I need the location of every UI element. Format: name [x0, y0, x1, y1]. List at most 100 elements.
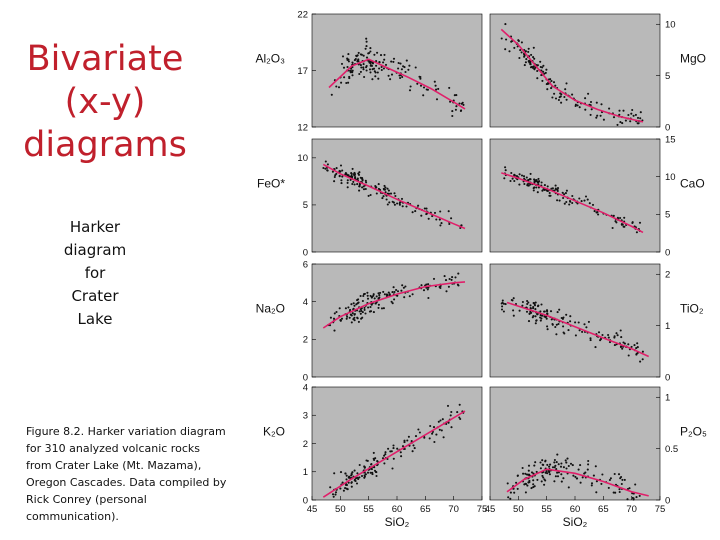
data-point [361, 177, 364, 180]
data-point [608, 478, 611, 482]
data-point [322, 166, 325, 170]
data-point [400, 68, 403, 71]
data-point [525, 473, 528, 476]
data-point [550, 79, 553, 83]
data-point [554, 84, 557, 87]
data-point [383, 58, 386, 61]
data-point [619, 329, 622, 332]
data-point [404, 70, 407, 74]
data-point [347, 81, 350, 84]
data-point [442, 436, 445, 439]
subtitle-line: Harker [69, 218, 121, 236]
data-point [387, 74, 390, 77]
data-point [392, 286, 395, 289]
data-point [536, 305, 540, 308]
data-point [523, 55, 526, 58]
data-point [444, 279, 448, 282]
data-point [546, 312, 549, 315]
data-point [351, 69, 354, 72]
data-point [351, 61, 354, 64]
data-point [365, 56, 369, 59]
data-point [639, 117, 642, 120]
data-point [534, 308, 537, 311]
data-point [574, 321, 577, 324]
data-point [546, 310, 549, 313]
data-point [634, 113, 637, 116]
data-point [527, 320, 531, 323]
data-point [413, 447, 416, 450]
data-point [546, 185, 549, 188]
data-point [376, 71, 379, 74]
data-point [616, 216, 619, 219]
scatter-points [330, 37, 465, 118]
data-point [340, 81, 343, 84]
caption-line: communication). [26, 510, 119, 523]
data-point [545, 68, 548, 71]
data-point [356, 183, 359, 186]
data-point [544, 316, 547, 319]
data-point [630, 345, 633, 348]
data-point [353, 171, 356, 174]
data-point [568, 199, 572, 203]
data-point [344, 487, 347, 490]
data-point [521, 304, 524, 307]
data-point [526, 183, 529, 186]
data-point [627, 343, 630, 346]
data-point [557, 471, 560, 474]
data-point [556, 453, 559, 456]
data-point [537, 186, 540, 189]
data-point [529, 183, 532, 186]
data-point [588, 202, 591, 205]
data-point [425, 88, 428, 91]
data-point [509, 497, 512, 500]
caption-line: Oregon Cascades. Data compiled by [26, 476, 227, 489]
data-point [620, 336, 623, 339]
data-point [419, 77, 422, 80]
data-point [461, 101, 464, 104]
data-point [551, 466, 555, 469]
oxide-label: TiO₂ [680, 302, 704, 316]
plot-area [489, 386, 661, 501]
data-point [412, 444, 415, 447]
data-point [363, 308, 366, 311]
data-point [500, 308, 504, 311]
data-point [583, 323, 586, 326]
data-point [512, 314, 515, 317]
data-point [546, 325, 549, 328]
data-point [553, 458, 556, 462]
trend-line [506, 301, 650, 358]
data-point [393, 203, 396, 206]
y-tick-label: 5 [665, 210, 670, 221]
data-point [326, 169, 329, 172]
data-point [369, 50, 372, 53]
data-point [447, 285, 450, 288]
panel-k2o: 4 3 2 1 045 50 55 60 65 70 75 SiO₂ K₂O [263, 382, 487, 529]
data-point [392, 201, 395, 204]
data-point [448, 222, 451, 226]
data-point [527, 469, 530, 472]
data-point [544, 71, 547, 74]
data-point [562, 316, 565, 319]
data-point [428, 437, 431, 440]
data-point [360, 53, 363, 56]
y-tick-label: 4 [303, 382, 308, 393]
data-point [397, 61, 400, 65]
data-point [393, 298, 396, 301]
data-point [358, 185, 361, 188]
oxide-label: P₂O₅ [680, 425, 707, 439]
trend-line [500, 28, 644, 123]
data-point [401, 205, 404, 208]
data-point [344, 307, 347, 310]
data-point [338, 174, 341, 177]
data-point [385, 198, 388, 201]
data-point [374, 457, 377, 460]
data-point [346, 179, 349, 182]
data-point [360, 474, 364, 478]
data-point [631, 221, 634, 224]
data-point [565, 461, 568, 464]
data-point [417, 428, 420, 431]
trend-line [322, 281, 466, 329]
data-point [565, 98, 568, 101]
data-point [376, 51, 379, 54]
data-point [387, 291, 390, 294]
